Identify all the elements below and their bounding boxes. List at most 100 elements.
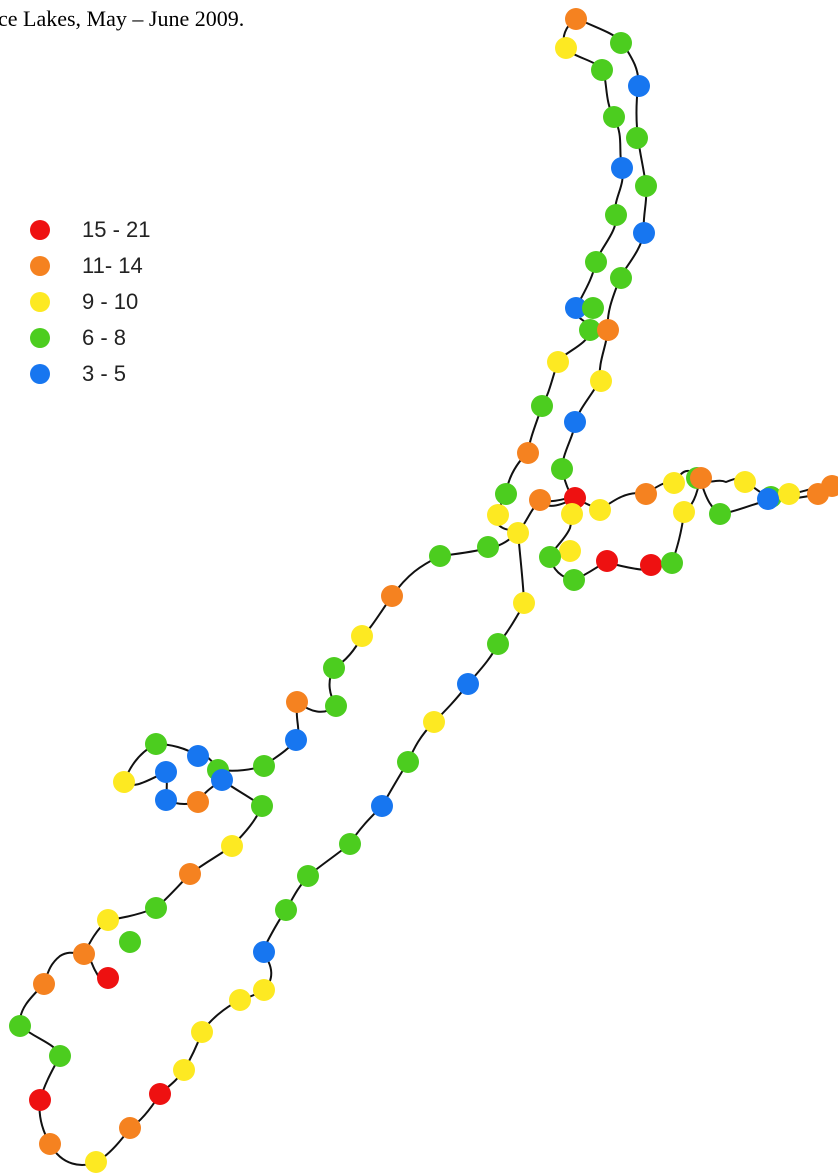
sampling-point: [610, 267, 632, 289]
legend-label: 15 - 21: [82, 217, 151, 242]
sampling-point: [113, 771, 135, 793]
route-main-south: [18, 497, 576, 1166]
sampling-points: [9, 8, 838, 1173]
sampling-point: [539, 546, 561, 568]
sampling-point: [73, 943, 95, 965]
sampling-point: [628, 75, 650, 97]
sampling-point: [582, 297, 604, 319]
sampling-point: [529, 489, 551, 511]
legend-label: 11- 14: [82, 253, 143, 278]
sampling-point: [778, 483, 800, 505]
sampling-point: [187, 791, 209, 813]
sampling-point: [155, 789, 177, 811]
sampling-point: [673, 501, 695, 523]
legend-item: 3 - 5: [30, 356, 151, 392]
sampling-point: [610, 32, 632, 54]
sampling-point: [633, 222, 655, 244]
sampling-point: [635, 483, 657, 505]
sampling-point: [563, 569, 585, 591]
survey-route: [18, 17, 833, 1166]
sampling-point: [351, 625, 373, 647]
sampling-point: [145, 733, 167, 755]
sampling-point: [253, 755, 275, 777]
sampling-point: [251, 795, 273, 817]
sampling-point: [757, 488, 779, 510]
sampling-point: [605, 204, 627, 226]
sampling-point: [551, 458, 573, 480]
sampling-point: [191, 1021, 213, 1043]
legend-swatch: [30, 364, 50, 384]
sampling-point: [564, 411, 586, 433]
sampling-point: [325, 695, 347, 717]
sampling-point: [297, 865, 319, 887]
sampling-point: [229, 989, 251, 1011]
sampling-point: [517, 442, 539, 464]
sampling-point: [457, 673, 479, 695]
sampling-point: [591, 59, 613, 81]
legend-item: 11- 14: [30, 248, 151, 284]
sampling-point: [531, 395, 553, 417]
sampling-point: [579, 319, 601, 341]
sampling-point: [690, 467, 712, 489]
sampling-point: [603, 106, 625, 128]
legend-swatch: [30, 292, 50, 312]
sampling-point: [97, 967, 119, 989]
sampling-point: [275, 899, 297, 921]
legend-item: 15 - 21: [30, 212, 151, 248]
sampling-point: [585, 251, 607, 273]
sampling-point: [596, 550, 618, 572]
sampling-point: [661, 552, 683, 574]
legend-label: 9 - 10: [82, 289, 139, 314]
sampling-point: [477, 536, 499, 558]
sampling-point: [635, 175, 657, 197]
sampling-point: [253, 941, 275, 963]
sampling-point: [119, 1117, 141, 1139]
sampling-point: [33, 973, 55, 995]
sampling-point: [119, 931, 141, 953]
legend-swatch: [30, 328, 50, 348]
sampling-point: [339, 833, 361, 855]
sampling-point: [611, 157, 633, 179]
sampling-point: [734, 471, 756, 493]
sampling-point: [589, 499, 611, 521]
sampling-point: [590, 370, 612, 392]
sampling-point: [495, 483, 517, 505]
legend-label: 6 - 8: [82, 325, 127, 350]
sampling-point: [709, 503, 731, 525]
sampling-point: [285, 729, 307, 751]
sampling-point: [39, 1133, 61, 1155]
legend: 15 - 21 11- 14 9 - 10 6 - 8 3 - 5: [30, 212, 151, 392]
sampling-point: [487, 504, 509, 526]
legend-label: 3 - 5: [82, 361, 127, 386]
legend-item: 9 - 10: [30, 284, 151, 320]
sampling-point: [807, 483, 829, 505]
sampling-point: [423, 711, 445, 733]
sampling-point: [397, 751, 419, 773]
legend-swatch: [30, 256, 50, 276]
sampling-point: [49, 1045, 71, 1067]
sampling-point: [145, 897, 167, 919]
sampling-point: [507, 522, 529, 544]
legend-item: 6 - 8: [30, 320, 151, 356]
sampling-point: [253, 979, 275, 1001]
sampling-point: [149, 1083, 171, 1105]
sampling-point: [381, 585, 403, 607]
sampling-point: [211, 769, 233, 791]
sampling-point: [487, 633, 509, 655]
sampling-point: [85, 1151, 107, 1173]
sampling-point: [513, 592, 535, 614]
sampling-point: [323, 657, 345, 679]
legend-swatch: [30, 220, 50, 240]
sampling-point: [561, 503, 583, 525]
sampling-point: [29, 1089, 51, 1111]
sampling-point: [179, 863, 201, 885]
sampling-point: [429, 545, 451, 567]
sampling-point: [9, 1015, 31, 1037]
sampling-point: [640, 554, 662, 576]
sampling-point: [187, 745, 209, 767]
sampling-point: [597, 319, 619, 341]
sampling-point: [626, 127, 648, 149]
sampling-point: [286, 691, 308, 713]
sampling-point: [565, 297, 587, 319]
